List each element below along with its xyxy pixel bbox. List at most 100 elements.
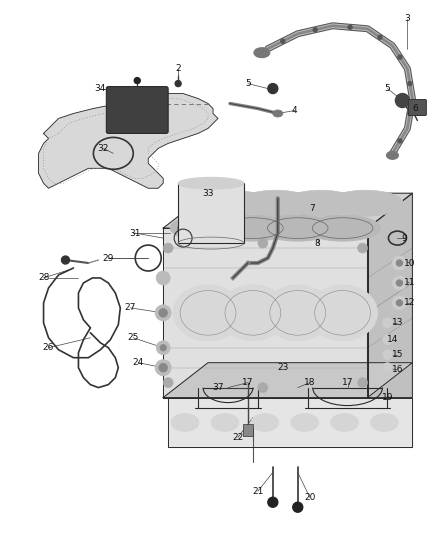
Circle shape bbox=[408, 111, 412, 116]
Circle shape bbox=[392, 256, 406, 270]
Circle shape bbox=[392, 296, 406, 310]
Text: 37: 37 bbox=[212, 383, 224, 392]
Circle shape bbox=[258, 383, 268, 393]
Text: 26: 26 bbox=[43, 343, 54, 352]
Circle shape bbox=[396, 300, 403, 306]
Text: 4: 4 bbox=[292, 106, 297, 115]
Polygon shape bbox=[163, 193, 413, 228]
Ellipse shape bbox=[308, 285, 378, 341]
Circle shape bbox=[159, 309, 168, 317]
Text: 34: 34 bbox=[95, 84, 106, 93]
FancyBboxPatch shape bbox=[106, 86, 168, 133]
Ellipse shape bbox=[170, 215, 246, 241]
Circle shape bbox=[408, 82, 412, 86]
Text: 28: 28 bbox=[38, 273, 49, 282]
Ellipse shape bbox=[386, 151, 399, 159]
Circle shape bbox=[281, 39, 285, 43]
Circle shape bbox=[268, 84, 278, 94]
Circle shape bbox=[163, 243, 173, 253]
Circle shape bbox=[61, 256, 70, 264]
Circle shape bbox=[157, 342, 169, 354]
Ellipse shape bbox=[171, 414, 199, 432]
Ellipse shape bbox=[273, 110, 283, 117]
Circle shape bbox=[175, 80, 181, 86]
Text: 22: 22 bbox=[232, 433, 244, 442]
Text: 6: 6 bbox=[413, 104, 418, 113]
Text: 2: 2 bbox=[175, 64, 181, 73]
Circle shape bbox=[382, 335, 392, 345]
Ellipse shape bbox=[215, 215, 291, 241]
Text: 29: 29 bbox=[102, 254, 114, 263]
Circle shape bbox=[155, 305, 171, 321]
Ellipse shape bbox=[211, 414, 239, 432]
Text: 31: 31 bbox=[130, 229, 141, 238]
Text: 18: 18 bbox=[304, 378, 315, 387]
Text: 13: 13 bbox=[392, 318, 403, 327]
Text: 16: 16 bbox=[392, 365, 403, 374]
Circle shape bbox=[398, 139, 402, 143]
Circle shape bbox=[357, 243, 367, 253]
Text: 5: 5 bbox=[385, 84, 390, 93]
Ellipse shape bbox=[283, 190, 359, 216]
Ellipse shape bbox=[238, 190, 314, 216]
Ellipse shape bbox=[260, 215, 336, 241]
Ellipse shape bbox=[254, 47, 270, 58]
Circle shape bbox=[396, 260, 403, 266]
Circle shape bbox=[398, 55, 402, 59]
Text: 9: 9 bbox=[402, 233, 407, 243]
Polygon shape bbox=[163, 362, 413, 398]
Circle shape bbox=[396, 280, 403, 286]
Ellipse shape bbox=[193, 190, 269, 216]
Circle shape bbox=[163, 378, 173, 387]
Circle shape bbox=[134, 78, 140, 84]
Ellipse shape bbox=[371, 414, 399, 432]
Text: 12: 12 bbox=[404, 298, 415, 308]
Text: 15: 15 bbox=[392, 350, 403, 359]
Text: 10: 10 bbox=[404, 259, 415, 268]
Text: 20: 20 bbox=[304, 493, 315, 502]
Text: 17: 17 bbox=[242, 378, 254, 387]
Polygon shape bbox=[367, 193, 413, 398]
Circle shape bbox=[258, 238, 268, 248]
Circle shape bbox=[357, 378, 367, 387]
Polygon shape bbox=[39, 94, 218, 188]
Circle shape bbox=[348, 25, 352, 29]
Polygon shape bbox=[168, 398, 413, 447]
Ellipse shape bbox=[263, 285, 332, 341]
Ellipse shape bbox=[328, 190, 403, 216]
Circle shape bbox=[156, 341, 170, 355]
Circle shape bbox=[382, 350, 392, 360]
Ellipse shape bbox=[178, 177, 244, 189]
Ellipse shape bbox=[251, 414, 279, 432]
Text: 17: 17 bbox=[342, 378, 353, 387]
Ellipse shape bbox=[173, 285, 243, 341]
Circle shape bbox=[396, 94, 410, 108]
Text: 8: 8 bbox=[315, 239, 321, 247]
Circle shape bbox=[155, 360, 171, 376]
Text: 7: 7 bbox=[309, 204, 314, 213]
FancyBboxPatch shape bbox=[408, 100, 426, 116]
Circle shape bbox=[156, 306, 170, 320]
Circle shape bbox=[382, 362, 392, 373]
Bar bbox=[178, 183, 244, 243]
Circle shape bbox=[160, 344, 166, 351]
Text: 32: 32 bbox=[98, 144, 109, 153]
Circle shape bbox=[268, 497, 278, 507]
Text: 24: 24 bbox=[133, 358, 144, 367]
Text: 33: 33 bbox=[202, 189, 214, 198]
Text: 27: 27 bbox=[124, 303, 136, 312]
Ellipse shape bbox=[331, 414, 359, 432]
Circle shape bbox=[392, 276, 406, 290]
Text: 21: 21 bbox=[252, 487, 264, 496]
Text: 19: 19 bbox=[381, 393, 393, 402]
Text: 14: 14 bbox=[387, 335, 398, 344]
Text: 3: 3 bbox=[405, 14, 410, 23]
Ellipse shape bbox=[305, 215, 381, 241]
Circle shape bbox=[382, 318, 392, 328]
Circle shape bbox=[293, 502, 303, 512]
Text: 25: 25 bbox=[127, 333, 139, 342]
Circle shape bbox=[378, 35, 382, 39]
Polygon shape bbox=[163, 228, 367, 398]
Bar bbox=[243, 424, 253, 437]
Text: 11: 11 bbox=[404, 278, 415, 287]
